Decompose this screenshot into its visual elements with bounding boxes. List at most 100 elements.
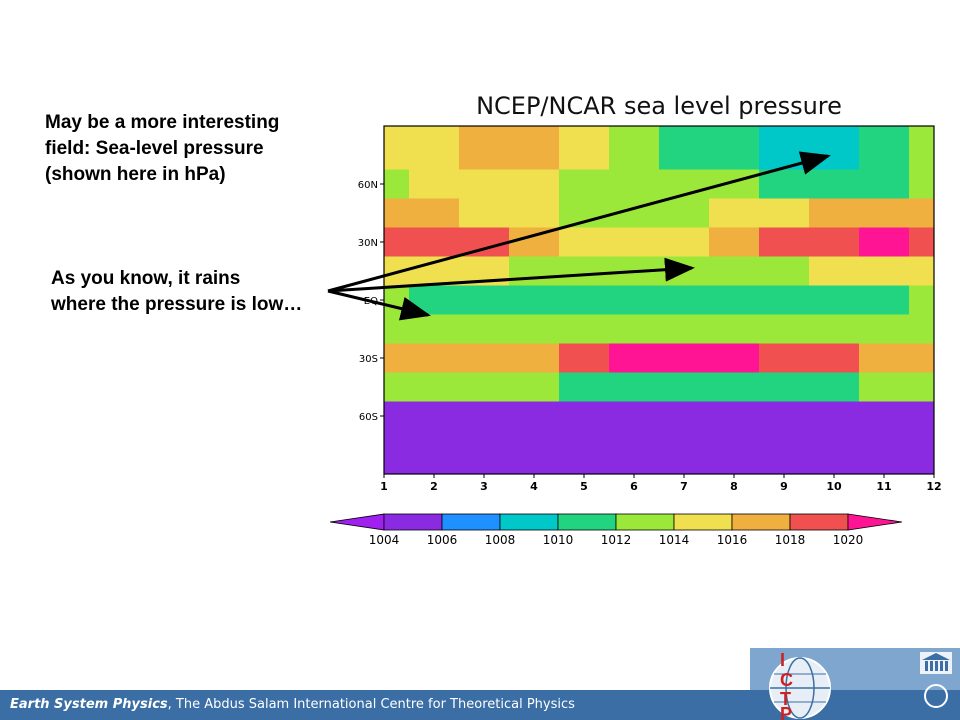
heatmap-cell <box>659 343 710 373</box>
heatmap-cell <box>709 169 760 199</box>
heatmap-cell <box>609 227 660 257</box>
colorbar-arrow-high <box>847 513 903 531</box>
heatmap-cell <box>384 343 410 373</box>
heatmap-cell <box>659 126 710 170</box>
ictp-letter-t: T <box>780 689 791 709</box>
footer-institution: , The Abdus Salam International Centre f… <box>167 697 575 712</box>
heatmap-cell <box>459 314 510 344</box>
colorbar-arrow-low <box>329 513 385 531</box>
heatmap-cell <box>859 256 910 286</box>
heatmap-cell <box>409 430 460 475</box>
heatmap-cell <box>509 126 560 170</box>
footer-course: Earth System Physics <box>10 697 168 712</box>
heatmap-cell <box>709 343 760 373</box>
heatmap-cell <box>759 314 810 344</box>
heatmap-cell <box>384 285 410 315</box>
x-tick-label: 3 <box>480 480 488 493</box>
heatmap-cell <box>859 198 910 228</box>
unesco-icon <box>920 652 952 674</box>
heatmap-cell <box>759 285 810 315</box>
rain-text: As you know, it rains where the pressure… <box>51 266 381 318</box>
heatmap-cell <box>709 227 760 257</box>
heatmap-cell <box>659 256 710 286</box>
slp-chart: NCEP/NCAR sea level pressure 60N 30N EQ 30S 6… <box>329 92 942 547</box>
heatmap-cell <box>509 169 560 199</box>
heatmap-cell <box>659 314 710 344</box>
heatmap-cell <box>709 126 760 170</box>
heatmap-cell <box>509 430 560 475</box>
heatmap-cell <box>759 227 810 257</box>
heatmap-cell <box>909 314 935 344</box>
heatmap-cell <box>759 256 810 286</box>
heatmap-cell <box>909 227 935 257</box>
footer-text: Earth System Physics, The Abdus Salam In… <box>10 697 575 712</box>
heatmap-cell <box>909 343 935 373</box>
heatmap-cell <box>509 343 560 373</box>
heatmap-cell <box>409 401 460 431</box>
ictp-letter-c: C <box>780 670 793 690</box>
heatmap-cell <box>509 198 560 228</box>
heatmap-cell <box>509 256 560 286</box>
heatmap-cell <box>459 256 510 286</box>
x-tick-label: 12 <box>926 480 941 493</box>
heatmap-cell <box>809 343 860 373</box>
heatmap-cell <box>384 227 410 257</box>
heatmap-cell <box>609 169 660 199</box>
heatmap-cell <box>659 401 710 431</box>
heatmap-cell <box>409 198 460 228</box>
heatmap-cell <box>759 198 810 228</box>
colorbar-segment <box>499 513 559 531</box>
heatmap-cell <box>509 227 560 257</box>
heatmap-cell <box>709 314 760 344</box>
x-tick-label: 11 <box>876 480 891 493</box>
heatmap-cell <box>659 285 710 315</box>
x-tick-label: 10 <box>826 480 842 493</box>
heatmap-cell <box>809 314 860 344</box>
heatmap-cell <box>759 430 810 475</box>
y-tick-label: 30S <box>359 354 378 365</box>
heatmap-cell <box>409 372 460 402</box>
heatmap-cell <box>859 314 910 344</box>
heatmap-cell <box>459 430 510 475</box>
heatmap-cell <box>559 126 610 170</box>
heatmap-cell <box>384 401 410 431</box>
heatmap-cell <box>409 343 460 373</box>
heatmap-cell <box>909 198 935 228</box>
heatmap-cell <box>459 372 510 402</box>
x-tick-label: 9 <box>780 480 788 493</box>
heatmap-cell <box>709 372 760 402</box>
chart-title: NCEP/NCAR sea level pressure <box>476 92 842 120</box>
heatmap-cell <box>384 126 410 170</box>
heatmap-cell <box>709 401 760 431</box>
iaea-icon <box>924 684 948 708</box>
heatmap-cell <box>859 169 910 199</box>
x-tick-label: 1 <box>380 480 388 493</box>
heatmap-cell <box>384 372 410 402</box>
heatmap-cell <box>659 430 710 475</box>
heatmap-cell <box>409 285 460 315</box>
heatmap-cell <box>709 430 760 475</box>
heatmap-cell <box>559 343 610 373</box>
x-tick-label: 8 <box>730 480 738 493</box>
heatmap-cell <box>809 198 860 228</box>
heatmap-cell <box>559 285 610 315</box>
intro-line-3: (shown here in hPa) <box>45 164 226 185</box>
ictp-letter-i: I <box>780 650 785 670</box>
heatmap-cell <box>709 198 760 228</box>
heatmap-cell <box>459 198 510 228</box>
heatmap-cell <box>809 401 860 431</box>
heatmap-cell <box>559 169 610 199</box>
heatmap-cell <box>859 401 910 431</box>
heatmap-cell <box>609 314 660 344</box>
colorbar-label: 1018 <box>775 533 806 547</box>
heatmap-cell <box>409 256 460 286</box>
heatmap-cell <box>409 227 460 257</box>
heatmap-cell <box>559 198 610 228</box>
heatmap-cell <box>809 372 860 402</box>
colorbar-segment <box>383 513 443 531</box>
heatmap-cell <box>459 169 510 199</box>
intro-line-2: field: Sea-level pressure <box>45 138 264 159</box>
heatmap-cell <box>559 401 610 431</box>
heatmap-cell <box>509 314 560 344</box>
heatmap-cell <box>384 169 410 199</box>
